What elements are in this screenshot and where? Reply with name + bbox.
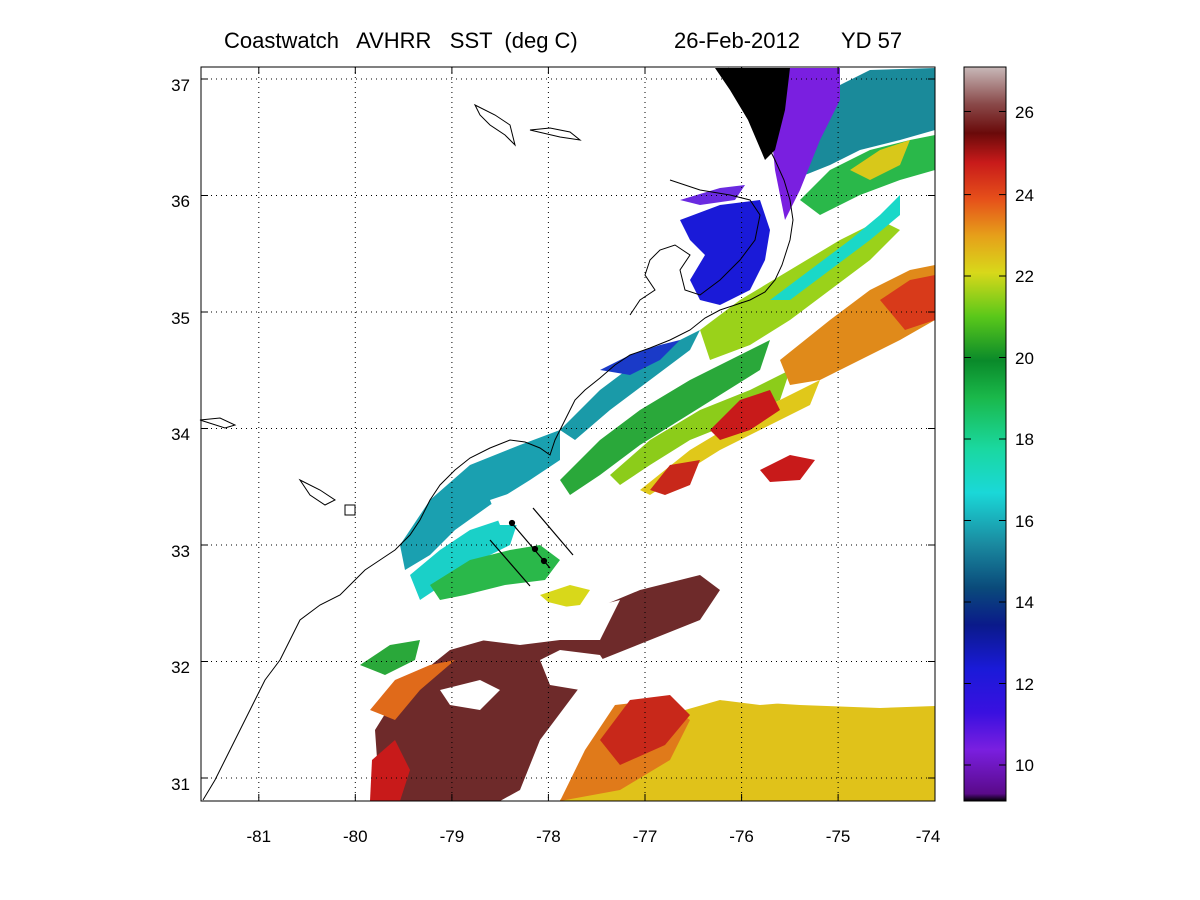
y-tick-label: 32 — [171, 658, 190, 677]
x-tick-label: -80 — [343, 827, 368, 846]
sst-patch-cyan-shelf — [410, 515, 520, 600]
sst-patch-yellow-shelf-south — [540, 585, 590, 608]
transect-lines — [489, 507, 574, 587]
coastline — [199, 67, 794, 801]
colorbar-ticks — [964, 111, 1006, 766]
x-tick-label: -78 — [536, 827, 561, 846]
sst-patch-red-south — [370, 740, 410, 801]
y-tick-label: 31 — [171, 775, 190, 794]
map-frame — [200, 66, 936, 802]
station-marker — [508, 519, 516, 527]
sst-patch-teal-nc — [560, 330, 700, 440]
colorbar-tick-label: 14 — [1015, 593, 1034, 612]
cloud-mask-2 — [540, 650, 610, 690]
coastline-bays — [199, 103, 582, 516]
colorbar-tick-label: 20 — [1015, 349, 1034, 368]
colorbar-gradient — [963, 66, 1007, 802]
x-tick-label: -77 — [633, 827, 658, 846]
x-tick-label: -76 — [729, 827, 754, 846]
sst-patch-orange-west — [370, 660, 455, 720]
chart-title: Coastwatch AVHRR SST (deg C) 26-Feb-2012… — [200, 28, 940, 60]
sst-patch-south-red — [600, 695, 690, 765]
sst-patch-violet-sound — [680, 185, 745, 205]
sst-patch-brown-core — [375, 575, 720, 801]
y-axis-labels: 37 36 35 34 33 32 31 — [171, 76, 190, 794]
cloud-mask-3 — [440, 680, 500, 710]
cloud-mask-1 — [450, 595, 620, 645]
station-marker — [540, 557, 548, 565]
sst-field — [360, 68, 935, 801]
colorbar-tick-label: 26 — [1015, 103, 1034, 122]
x-tick-label: -74 — [916, 827, 941, 846]
colorbar-tick-label: 10 — [1015, 756, 1034, 775]
frame-ticks — [201, 67, 935, 801]
title-main: Coastwatch AVHRR SST (deg C) — [224, 28, 578, 53]
x-axis-labels: -81 -80 -79 -78 -77 -76 -75 -74 — [247, 827, 941, 846]
sst-patch-violet-north — [770, 68, 840, 220]
cloud-mask-5 — [490, 490, 545, 525]
colorbar: 26 24 22 20 18 16 14 12 10 — [963, 66, 1034, 802]
colorbar-tick-label: 22 — [1015, 267, 1034, 286]
sst-patch-red-nc — [710, 390, 780, 440]
sst-patch-green-shelf — [430, 545, 560, 600]
cloud-mask-4 — [700, 650, 935, 705]
colorbar-tick-label: 12 — [1015, 675, 1034, 694]
sst-patch-red-east-2 — [760, 455, 815, 482]
sst-patch-blue-nearshore — [600, 340, 680, 375]
sst-patch-teal-shelf — [400, 430, 560, 570]
coastline-main — [202, 67, 794, 801]
transect-line-3 — [489, 539, 531, 587]
y-tick-label: 34 — [171, 425, 190, 444]
x-tick-label: -79 — [440, 827, 465, 846]
title-yearday: YD 57 — [841, 28, 903, 53]
title-date: 26-Feb-2012 — [674, 28, 800, 53]
station-marker — [531, 545, 539, 553]
colorbar-labels: 26 24 22 20 18 16 14 12 10 — [1015, 103, 1034, 775]
colorbar-tick-label: 24 — [1015, 186, 1034, 205]
y-tick-label: 35 — [171, 309, 190, 328]
sst-patch-red-outer — [880, 275, 935, 330]
colorbar-tick-label: 16 — [1015, 512, 1034, 531]
sst-patch-yellow-hatteras — [850, 140, 910, 180]
x-tick-label: -75 — [826, 827, 851, 846]
y-tick-label: 36 — [171, 192, 190, 211]
transect-line-1 — [532, 507, 574, 556]
coastline-sound — [629, 179, 761, 316]
sst-patch-green-nc — [560, 340, 770, 495]
x-tick-label: -81 — [247, 827, 272, 846]
sst-patch-red-east — [650, 460, 700, 495]
sst-patch-blue-sound — [680, 200, 770, 305]
y-tick-label: 33 — [171, 542, 190, 561]
y-tick-label: 37 — [171, 76, 190, 95]
colorbar-tick-label: 18 — [1015, 430, 1034, 449]
sst-patch-green-southwest — [360, 640, 420, 675]
